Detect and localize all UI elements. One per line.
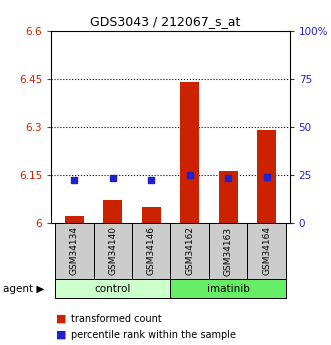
Bar <box>180 82 199 223</box>
Point <box>110 176 116 181</box>
Text: control: control <box>95 284 131 294</box>
Point <box>72 178 77 183</box>
Text: GSM34140: GSM34140 <box>108 226 117 276</box>
FancyBboxPatch shape <box>132 223 170 279</box>
Text: agent ▶: agent ▶ <box>3 284 45 294</box>
Point <box>187 172 192 177</box>
Point <box>225 176 231 181</box>
FancyBboxPatch shape <box>247 223 286 279</box>
FancyBboxPatch shape <box>55 223 94 279</box>
FancyBboxPatch shape <box>209 223 247 279</box>
Text: GSM34164: GSM34164 <box>262 226 271 276</box>
Point <box>264 174 269 179</box>
Text: GSM34134: GSM34134 <box>70 226 79 276</box>
Text: transformed count: transformed count <box>71 314 162 324</box>
Text: ■: ■ <box>56 330 67 339</box>
Bar <box>103 200 122 223</box>
Bar <box>142 207 161 223</box>
Text: imatinib: imatinib <box>207 284 250 294</box>
Point <box>149 178 154 183</box>
Text: GSM34146: GSM34146 <box>147 226 156 276</box>
Bar <box>65 216 84 223</box>
Text: GSM34163: GSM34163 <box>224 226 233 276</box>
FancyBboxPatch shape <box>170 223 209 279</box>
Bar <box>218 171 238 223</box>
Text: ■: ■ <box>56 314 67 324</box>
Text: GSM34162: GSM34162 <box>185 226 194 276</box>
FancyBboxPatch shape <box>170 279 286 298</box>
Bar <box>257 130 276 223</box>
FancyBboxPatch shape <box>55 279 170 298</box>
FancyBboxPatch shape <box>94 223 132 279</box>
Text: percentile rank within the sample: percentile rank within the sample <box>71 330 236 339</box>
Text: GDS3043 / 212067_s_at: GDS3043 / 212067_s_at <box>90 16 241 29</box>
